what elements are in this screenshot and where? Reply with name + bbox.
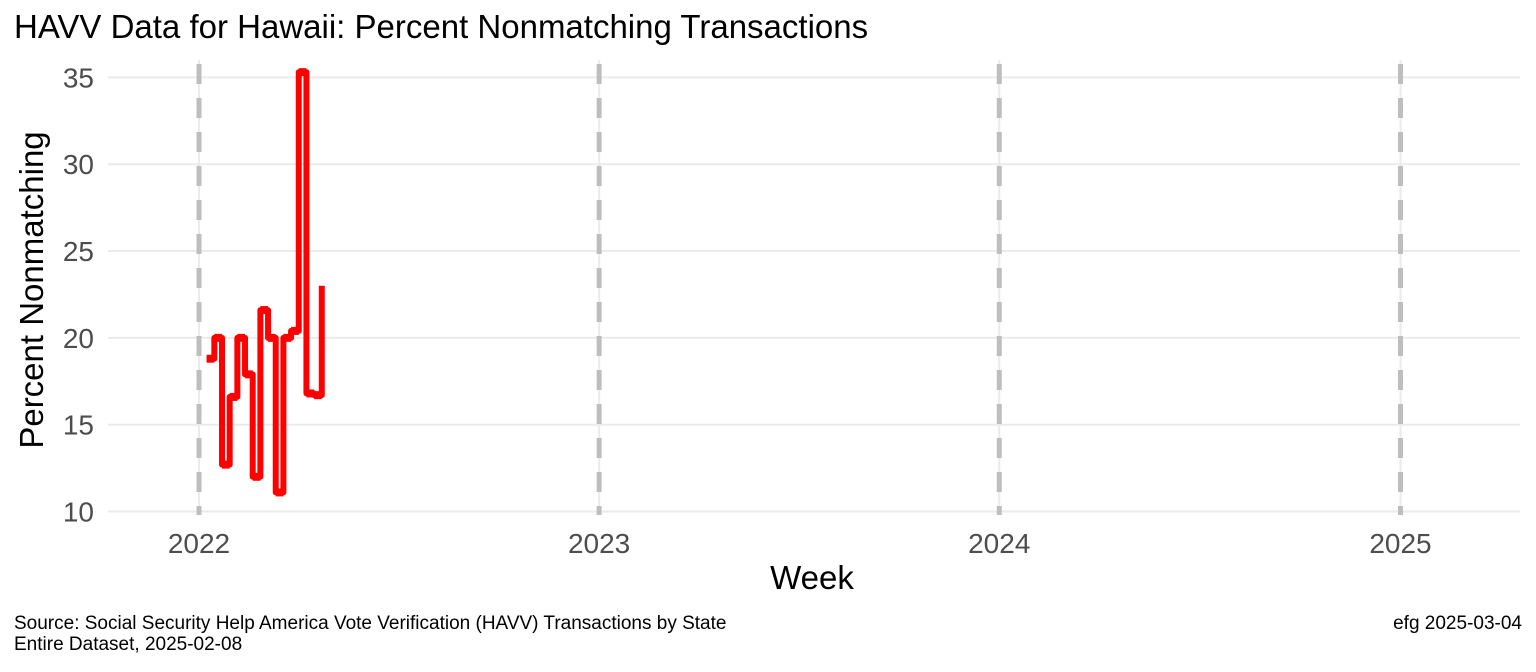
source-caption: Source: Social Security Help America Vot… [14,613,726,655]
dataset-line: Entire Dataset, 2025-02-08 [14,634,243,655]
y-tick-label: 20 [63,323,94,354]
x-axis-label: Week [770,559,854,596]
chart-title: HAVV Data for Hawaii: Percent Nonmatchin… [14,8,869,45]
source-line: Source: Social Security Help America Vot… [14,613,727,634]
y-tick-label: 35 [63,62,94,93]
x-tick-label: 2022 [168,528,230,559]
y-tick-label: 30 [63,149,94,180]
y-tick-label: 10 [63,497,94,528]
x-tick-label: 2023 [568,528,630,559]
y-tick-label: 25 [63,236,94,267]
series-line [206,69,325,496]
y-tick-label: 15 [63,410,94,441]
x-tick-label: 2024 [968,528,1030,559]
x-tick-label: 2025 [1369,528,1431,559]
credit-text: efg 2025-03-04 [1393,613,1522,634]
